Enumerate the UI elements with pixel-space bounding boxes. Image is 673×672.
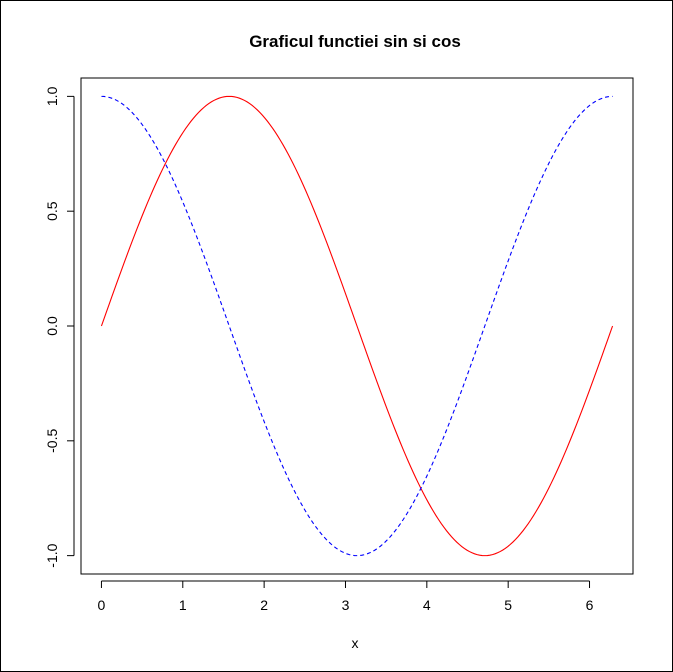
chart-title: Graficul functiei sin si cos xyxy=(249,32,461,51)
x-tick-label: 5 xyxy=(504,597,512,613)
x-tick-label: 2 xyxy=(260,597,268,613)
x-tick-label: 3 xyxy=(342,597,350,613)
cos-series-line xyxy=(101,95,613,557)
x-tick-label: 1 xyxy=(179,597,187,613)
x-tick-label: 4 xyxy=(423,597,431,613)
x-tick-label: 6 xyxy=(586,597,594,613)
y-tick-label: 1.0 xyxy=(44,86,60,106)
sin-series-line xyxy=(100,95,614,557)
y-tick-label: -1.0 xyxy=(44,543,60,567)
y-tick-label: -0.5 xyxy=(44,429,60,453)
y-axis: 1.0 0.5 0.0 -0.5 -1.0 xyxy=(44,86,75,568)
y-tick-label: 0.0 xyxy=(44,316,60,336)
x-axis-label: x xyxy=(352,635,359,651)
x-axis: 0 1 2 3 4 5 6 xyxy=(98,580,594,613)
y-tick-label: 0.5 xyxy=(44,201,60,221)
plot-box xyxy=(80,77,634,575)
x-tick-label: 0 xyxy=(98,597,106,613)
series-group xyxy=(100,95,614,557)
